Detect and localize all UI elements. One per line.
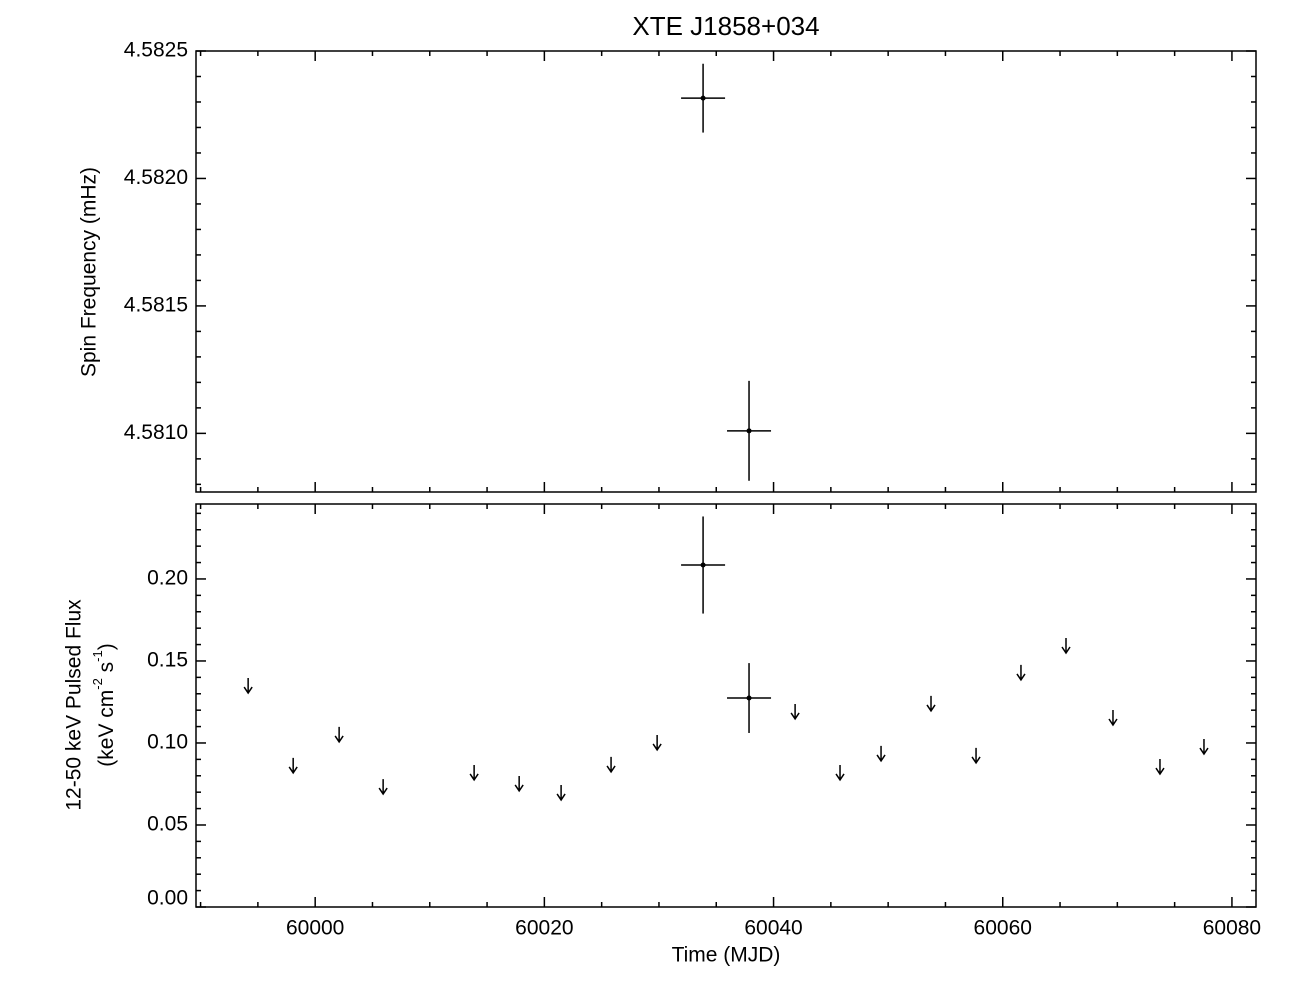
- data-point: [700, 562, 706, 568]
- upper-limit-arrow: [652, 734, 662, 752]
- y-tick-label: 0.20: [147, 567, 188, 590]
- upper-limit-arrow: [926, 695, 936, 713]
- x-tick-label: 60020: [515, 917, 573, 940]
- upper-limit-arrow: [1199, 739, 1209, 756]
- upper-limit-arrow: [1061, 638, 1071, 655]
- upper-limit-arrow: [469, 764, 479, 782]
- upper-limit-arrow: [1108, 710, 1118, 727]
- x-tick-label: 60060: [974, 917, 1032, 940]
- data-point: [746, 428, 752, 434]
- y-tick-label: 0.00: [147, 887, 188, 910]
- units-text: s: [95, 662, 118, 678]
- plot-frame: [195, 503, 1257, 908]
- units-text: ): [95, 643, 118, 650]
- upper-limit-arrow: [514, 775, 524, 793]
- y-tick-label: 0.05: [147, 813, 188, 836]
- upper-limit-arrow: [971, 747, 981, 765]
- upper-limit-arrow: [243, 678, 253, 695]
- upper-limit-arrow: [606, 756, 616, 774]
- data-point: [746, 695, 752, 701]
- data-point: [700, 95, 706, 101]
- x-tick-label: 60000: [286, 917, 344, 940]
- y-tick-label: 0.10: [147, 731, 188, 754]
- y-tick-label: 4.5825: [124, 39, 188, 62]
- units-sup: -2: [90, 678, 105, 690]
- upper-limit-arrow: [556, 784, 566, 802]
- upper-limit-arrow: [288, 757, 298, 775]
- units-sup: -1: [90, 650, 105, 662]
- x-axis-label: Time (MJD): [672, 944, 781, 967]
- y-tick-label: 4.5815: [124, 293, 188, 316]
- x-tick-label: 60040: [744, 917, 802, 940]
- y-axis-label: 12-50 keV Pulsed Flux: [63, 599, 86, 811]
- y-tick-label: 0.15: [147, 649, 188, 672]
- plot-frame: [195, 50, 1257, 493]
- upper-limit-arrow: [835, 764, 845, 782]
- upper-limit-arrow: [1016, 664, 1026, 682]
- y-tick-label: 4.5820: [124, 166, 188, 189]
- upper-limit-arrow: [1155, 759, 1165, 776]
- upper-limit-arrow: [876, 745, 886, 763]
- y-axis-label: Spin Frequency (mHz): [78, 167, 101, 377]
- x-tick-label: 60080: [1203, 917, 1261, 940]
- upper-limit-arrow: [790, 703, 800, 721]
- chart-title: XTE J1858+034: [632, 11, 819, 41]
- units-text: (keV cm: [95, 690, 118, 767]
- y-tick-label: 4.5810: [124, 421, 188, 444]
- upper-limit-arrow: [334, 726, 344, 744]
- upper-limit-arrow: [378, 779, 388, 796]
- y-axis-units: (keV cm-2 s-1): [90, 643, 117, 766]
